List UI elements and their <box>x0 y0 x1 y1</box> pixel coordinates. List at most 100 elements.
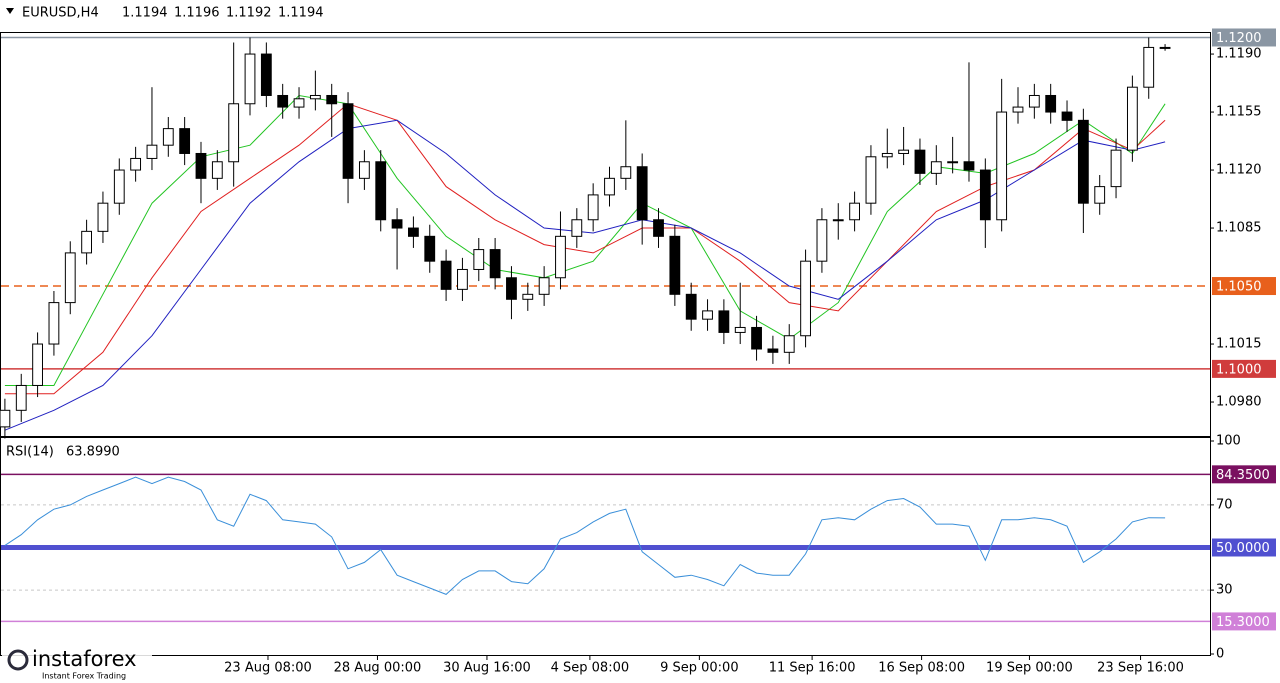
x-tick-label: 30 Aug 16:00 <box>443 661 531 676</box>
candle-body <box>0 409 11 428</box>
candle-body <box>81 230 93 254</box>
candle-body <box>244 53 256 105</box>
candle-body <box>816 219 828 262</box>
candle-body <box>506 277 517 300</box>
candle-body <box>195 152 207 179</box>
x-tick-label: 4 Sep 08:00 <box>551 661 630 676</box>
candle-body <box>326 94 338 105</box>
candle-body <box>881 152 893 158</box>
candle-body <box>211 161 223 179</box>
candle-body <box>685 293 697 320</box>
x-tick-label: 28 Aug 00:00 <box>334 661 422 676</box>
y-tick-label: 100 <box>1216 434 1241 449</box>
level-label-bg <box>1212 28 1276 47</box>
candle-body <box>64 252 76 304</box>
candle-body <box>358 161 370 179</box>
candle-body <box>767 348 779 353</box>
logo: instaforex Instant Forex Trading <box>2 646 152 682</box>
candle-body <box>947 161 959 164</box>
ohlc-low: 1.1192 <box>226 6 272 21</box>
candle-body <box>832 219 844 222</box>
candle-body <box>636 166 648 221</box>
candle-body <box>1143 46 1155 88</box>
rsi-title: RSI(14) <box>6 445 54 460</box>
candle-body <box>375 161 387 221</box>
candle-body <box>146 144 158 159</box>
candle-body <box>32 343 43 386</box>
candle-body <box>669 235 681 295</box>
candle-body <box>849 202 861 221</box>
y-tick-label: 70 <box>1216 497 1233 512</box>
candle-body <box>783 335 795 353</box>
candle-body <box>1061 111 1073 121</box>
level-label-bg <box>1212 612 1276 631</box>
candle-body <box>260 53 272 96</box>
candle-body <box>473 249 485 270</box>
candle-body <box>293 98 305 108</box>
level-label-bg <box>1212 277 1276 296</box>
x-tick-label: 16 Sep 08:00 <box>878 661 965 676</box>
candle-body <box>800 260 811 337</box>
candle-body <box>555 235 566 279</box>
level-label-bg <box>1212 359 1276 378</box>
candle-body <box>734 326 746 333</box>
candle-body <box>440 260 452 290</box>
level-label: 50.0000 <box>1216 541 1270 556</box>
candle-body <box>277 94 289 108</box>
candle-body <box>1126 86 1138 151</box>
x-tick-label: 23 Sep 16:00 <box>1097 661 1184 676</box>
level-label: 1.1200 <box>1216 31 1262 46</box>
candle-body <box>113 169 125 204</box>
candle-body <box>963 161 975 171</box>
candle-body <box>1028 94 1040 108</box>
ohlc-close: 1.1194 <box>278 6 324 21</box>
x-tick-label: 23 Aug 08:00 <box>224 661 312 676</box>
price-panel-frame <box>0 32 1211 437</box>
candle-body <box>604 177 615 196</box>
ohlc-open: 1.1194 <box>122 6 168 21</box>
x-tick-label: 19 Sep 00:00 <box>986 661 1073 676</box>
rsi-line <box>4 476 1166 595</box>
moving-average <box>4 94 1166 386</box>
y-tick-label: 1.0980 <box>1216 395 1262 410</box>
candle-body <box>930 161 942 174</box>
candle-body <box>309 94 321 100</box>
candle-body <box>865 156 877 204</box>
level-label-bg <box>1212 465 1276 484</box>
candle-body <box>1110 149 1122 188</box>
menu-arrow[interactable] <box>6 8 14 14</box>
candle-body <box>48 302 60 345</box>
candle-body <box>228 103 240 163</box>
candle-body <box>489 249 501 279</box>
candle-body <box>162 128 174 146</box>
y-tick-label: 30 <box>1216 583 1233 598</box>
y-tick-label: 1.1085 <box>1216 221 1262 236</box>
candle-body <box>653 219 664 237</box>
candle-body <box>1094 186 1106 204</box>
candle-body <box>408 227 419 237</box>
candle-body <box>898 149 910 154</box>
candle-body <box>15 384 27 411</box>
candle-body <box>1077 119 1089 204</box>
level-label-bg <box>1212 538 1276 557</box>
candle-body <box>571 219 583 237</box>
y-tick-label: 1.1120 <box>1216 163 1262 178</box>
candle-body <box>620 166 632 179</box>
candle-body <box>751 326 762 350</box>
rsi-panel-frame <box>0 437 1211 656</box>
logo-tagline: Instant Forex Trading <box>42 672 126 681</box>
candle-body <box>587 194 599 221</box>
candle-body <box>97 202 109 232</box>
candle-body <box>914 149 926 174</box>
rsi-value: 63.8990 <box>66 445 120 460</box>
logo-brand: instaforex <box>32 647 137 671</box>
candle-body <box>130 157 142 171</box>
candle-body <box>1159 46 1171 49</box>
y-tick-label: 1.1015 <box>1216 337 1262 352</box>
level-label: 1.1000 <box>1216 362 1262 377</box>
level-label: 15.3000 <box>1216 615 1270 630</box>
candle-body <box>391 219 403 229</box>
logo-icon <box>7 649 29 671</box>
candle-body <box>979 169 991 221</box>
candle-body <box>702 310 713 320</box>
